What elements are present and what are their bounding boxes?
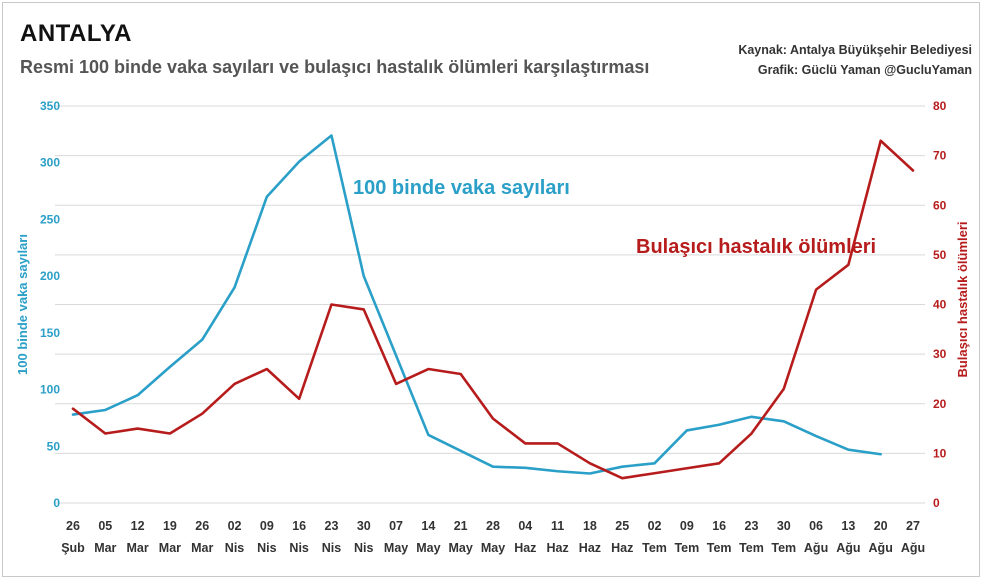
x-tick-label-month: Nis (257, 541, 277, 555)
x-tick-label-day: 27 (906, 519, 920, 533)
x-tick-label-month: May (449, 541, 473, 555)
x-tick-label-day: 04 (518, 519, 532, 533)
x-tick-label-month: May (481, 541, 505, 555)
x-tick-label-day: 28 (486, 519, 500, 533)
x-tick-label-month: Nis (289, 541, 309, 555)
credit-text: Grafik: Güclü Yaman @GucluYaman (757, 63, 972, 77)
chart-subtitle: Resmi 100 binde vaka sayıları ve bulaşıc… (20, 57, 650, 77)
y-left-tick-label: 0 (53, 496, 60, 510)
y-right-tick-label: 70 (933, 149, 947, 163)
source-credit: Kaynak: Antalya Büyükşehir Belediyesi Gr… (738, 40, 972, 80)
x-tick-label-month: Ağu (836, 541, 860, 555)
y-left-tick-label: 250 (40, 212, 60, 226)
x-tick-label-month: Haz (611, 541, 633, 555)
x-tick-label-day: 30 (357, 519, 371, 533)
x-tick-label-day: 05 (98, 519, 112, 533)
x-tick-label-day: 07 (389, 519, 403, 533)
x-tick-label-month: Mar (159, 541, 181, 555)
y-right-tick-label: 60 (933, 198, 947, 212)
x-tick-label-month: Mar (94, 541, 116, 555)
x-tick-label-month: Mar (126, 541, 148, 555)
x-tick-label-month: Tem (707, 541, 732, 555)
x-tick-label-month: Nis (322, 541, 342, 555)
x-tick-label-day: 06 (809, 519, 823, 533)
x-tick-label-day: 11 (551, 519, 564, 533)
y-left-tick-label: 100 (40, 383, 60, 397)
x-tick-label-month: Tem (674, 541, 699, 555)
x-tick-label-day: 21 (454, 519, 468, 533)
x-tick-label-month: Haz (546, 541, 568, 555)
x-tick-label-month: Tem (642, 541, 667, 555)
x-tick-label-month: Nis (354, 541, 374, 555)
cases-series-annotation: 100 binde vaka sayıları (353, 177, 570, 199)
x-tick-label-day: 23 (325, 519, 339, 533)
x-tick-label-month: Haz (579, 541, 601, 555)
x-tick-label-month: May (384, 541, 408, 555)
deaths-series-annotation: Bulaşıcı hastalık ölümleri (636, 236, 876, 258)
x-tick-label-day: 18 (583, 519, 597, 533)
x-tick-label-day: 09 (680, 519, 694, 533)
x-tick-label-day: 26 (66, 519, 80, 533)
x-tick-label-day: 02 (648, 519, 662, 533)
y-left-tick-label: 200 (40, 269, 60, 283)
y-right-axis-title: Bulaşıcı hastalık ölümleri (955, 221, 970, 377)
x-tick-label-month: Ağu (901, 541, 925, 555)
y-left-axis-title: 100 binde vaka sayıları (15, 234, 30, 375)
y-right-tick-label: 10 (933, 446, 947, 460)
x-tick-label-day: 26 (195, 519, 209, 533)
x-tick-label-month: Haz (514, 541, 536, 555)
x-tick-label-month: Nis (225, 541, 245, 555)
x-tick-label-month: Ağu (804, 541, 828, 555)
y-left-tick-label: 350 (40, 99, 60, 113)
y-left-tick-label: 150 (40, 326, 60, 340)
y-right-tick-label: 40 (933, 298, 947, 312)
x-tick-label-day: 12 (131, 519, 145, 533)
x-tick-label-month: Mar (191, 541, 213, 555)
chart-title: ANTALYA (20, 20, 132, 47)
cases-series-line (71, 134, 882, 475)
x-tick-label-day: 30 (777, 519, 791, 533)
x-tick-label-month: Tem (739, 541, 764, 555)
x-tick-label-day: 20 (874, 519, 888, 533)
y-right-tick-label: 20 (933, 397, 947, 411)
y-right-tick-label: 30 (933, 347, 947, 361)
y-left-tick-label: 300 (40, 156, 60, 170)
x-tick-label-day: 23 (745, 519, 759, 533)
x-tick-label-day: 16 (712, 519, 726, 533)
x-tick-label-month: Şub (61, 541, 85, 555)
deaths-series-line (71, 139, 915, 480)
x-tick-label-day: 13 (841, 519, 855, 533)
x-tick-label-day: 09 (260, 519, 274, 533)
x-tick-label-day: 02 (228, 519, 242, 533)
x-tick-label-day: 19 (163, 519, 177, 533)
x-tick-label-day: 25 (615, 519, 629, 533)
x-tick-label-month: May (416, 541, 440, 555)
y-right-tick-label: 80 (933, 99, 947, 113)
x-tick-label-day: 16 (292, 519, 306, 533)
source-text: Kaynak: Antalya Büyükşehir Belediyesi (738, 43, 972, 57)
y-right-tick-label: 50 (933, 248, 947, 262)
y-left-tick-label: 50 (47, 439, 61, 453)
y-right-tick-label: 0 (933, 496, 940, 510)
x-tick-label-day: 14 (421, 519, 435, 533)
x-tick-label-month: Tem (771, 541, 796, 555)
x-tick-label-month: Ağu (869, 541, 893, 555)
